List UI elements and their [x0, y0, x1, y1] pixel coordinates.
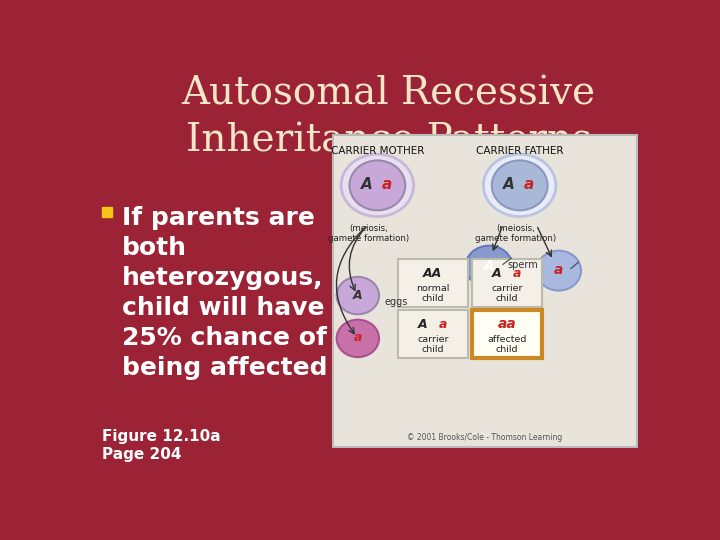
Text: CARRIER MOTHER: CARRIER MOTHER: [330, 146, 424, 156]
Ellipse shape: [466, 246, 513, 287]
Text: CARRIER FATHER: CARRIER FATHER: [476, 146, 564, 156]
Text: a: a: [554, 263, 564, 277]
Text: affected
child: affected child: [487, 335, 527, 354]
FancyBboxPatch shape: [398, 259, 468, 307]
Text: A: A: [361, 177, 373, 192]
Ellipse shape: [341, 154, 413, 217]
Text: (meiosis,
gamete formation): (meiosis, gamete formation): [328, 224, 410, 243]
Text: child will have a: child will have a: [122, 296, 351, 320]
Text: carrier
child: carrier child: [491, 284, 523, 303]
FancyBboxPatch shape: [333, 136, 637, 447]
FancyBboxPatch shape: [472, 310, 542, 358]
Text: 25% chance of: 25% chance of: [122, 326, 327, 350]
Text: A: A: [418, 318, 427, 331]
Text: heterozygous,: heterozygous,: [122, 266, 324, 290]
Ellipse shape: [337, 320, 379, 357]
Ellipse shape: [349, 160, 405, 210]
Text: a: a: [382, 177, 392, 192]
FancyBboxPatch shape: [398, 310, 468, 358]
Text: a: a: [354, 332, 362, 345]
FancyBboxPatch shape: [472, 259, 542, 307]
Text: sperm: sperm: [507, 260, 538, 270]
Ellipse shape: [483, 154, 556, 217]
Ellipse shape: [337, 277, 379, 314]
Text: If parents are: If parents are: [122, 206, 315, 230]
Text: A: A: [503, 177, 516, 192]
Text: eggs: eggs: [384, 297, 408, 307]
Text: Figure 12.10a
Page 204: Figure 12.10a Page 204: [102, 429, 221, 462]
Text: normal
child: normal child: [416, 284, 449, 303]
Text: a: a: [524, 177, 534, 192]
Text: A: A: [353, 289, 363, 302]
Text: aa: aa: [498, 318, 516, 332]
Text: (meiosis,
gamete formation): (meiosis, gamete formation): [474, 224, 556, 243]
Text: A: A: [492, 267, 502, 280]
Text: a: a: [513, 267, 521, 280]
Text: being affected: being affected: [122, 356, 328, 380]
Text: A: A: [484, 259, 495, 273]
Text: both: both: [122, 236, 187, 260]
Text: Autosomal Recessive
Inheritance Patterns: Autosomal Recessive Inheritance Patterns: [181, 75, 595, 159]
Text: carrier
child: carrier child: [417, 335, 449, 354]
Ellipse shape: [492, 160, 548, 210]
Bar: [102, 207, 112, 217]
Text: AA: AA: [423, 267, 443, 280]
Text: a: a: [438, 318, 447, 331]
Ellipse shape: [536, 251, 581, 291]
Text: © 2001 Brooks/Cole - Thomson Learning: © 2001 Brooks/Cole - Thomson Learning: [408, 433, 562, 442]
